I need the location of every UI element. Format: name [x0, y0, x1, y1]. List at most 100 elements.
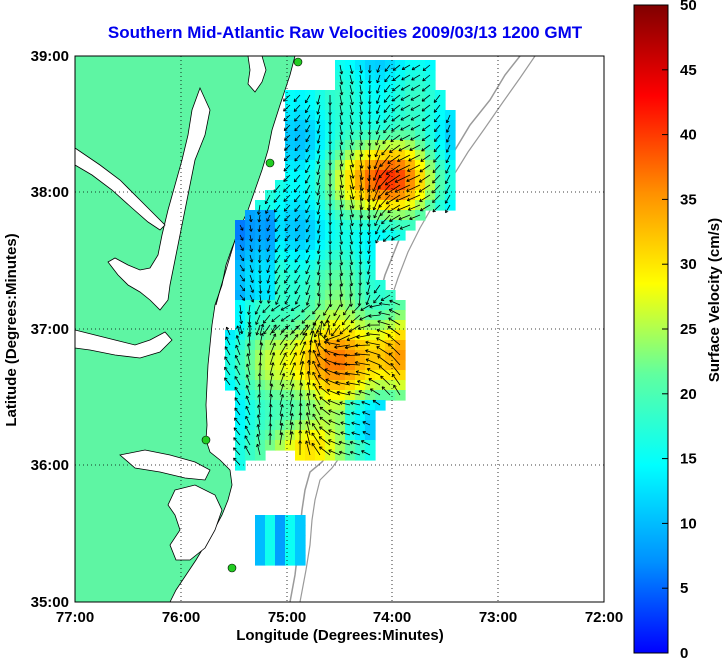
- vector-arrowhead: [319, 332, 323, 336]
- current-vector: [236, 325, 241, 336]
- vector-arrowhead: [235, 344, 239, 349]
- current-vector: [339, 451, 351, 456]
- vector-arrowhead: [245, 415, 249, 420]
- velocity-cell: [325, 450, 336, 461]
- vector-arrowhead: [283, 108, 287, 112]
- current-vector: [305, 104, 311, 113]
- current-vector: [361, 450, 371, 456]
- velocity-cell: [265, 370, 276, 381]
- current-vector: [245, 406, 251, 416]
- current-vector: [368, 204, 371, 219]
- current-vector: [306, 244, 311, 253]
- velocity-cell: [255, 440, 266, 451]
- vector-arrowhead: [339, 92, 344, 96]
- velocity-cell: [255, 545, 266, 556]
- current-vector: [284, 144, 291, 151]
- vector-arrowhead: [323, 312, 327, 316]
- velocity-cell: [305, 380, 316, 391]
- vector-arrowhead: [318, 446, 323, 450]
- vector-arrowhead: [419, 207, 424, 212]
- current-vector: [309, 339, 312, 356]
- vector-arrowhead: [247, 333, 252, 337]
- velocity-cell: [305, 120, 316, 131]
- current-vector: [359, 64, 362, 74]
- current-vector: [266, 254, 271, 263]
- vector-arrowhead: [260, 323, 265, 328]
- current-vector: [382, 134, 391, 144]
- current-vector: [376, 104, 381, 114]
- vector-arrowhead: [384, 191, 389, 196]
- vector-arrowhead: [257, 404, 261, 408]
- velocity-cell: [395, 160, 406, 171]
- velocity-cell: [295, 200, 306, 211]
- vector-arrowhead: [445, 149, 450, 153]
- vector-arrowhead: [350, 121, 354, 125]
- vector-arrowhead: [349, 241, 354, 245]
- current-vector: [248, 333, 251, 346]
- vector-arrowhead: [344, 345, 349, 350]
- current-vector: [314, 339, 321, 356]
- velocity-cell: [415, 150, 426, 161]
- vector-arrowhead: [305, 138, 309, 143]
- vector-arrowhead: [311, 423, 316, 427]
- velocity-cell: [285, 310, 296, 321]
- vector-arrowhead: [326, 320, 330, 324]
- current-vector: [302, 324, 311, 336]
- colorbar-label: Surface Velocity (cm/s): [706, 218, 723, 382]
- vector-arrowhead: [245, 395, 250, 399]
- vector-arrowhead: [336, 390, 340, 395]
- velocity-cell: [435, 190, 446, 201]
- velocity-cell: [425, 180, 436, 191]
- vector-arrowhead: [406, 197, 411, 202]
- vector-arrowhead: [394, 179, 399, 183]
- velocity-cell: [405, 90, 416, 101]
- velocity-cell: [295, 180, 306, 191]
- vector-arrowhead: [307, 349, 312, 353]
- velocity-cell: [405, 170, 416, 181]
- current-vector: [271, 314, 281, 323]
- velocity-cell: [295, 555, 306, 566]
- velocity-cell: [405, 100, 416, 111]
- current-vector: [336, 391, 351, 396]
- vector-arrowhead: [240, 247, 244, 251]
- current-vector: [236, 335, 241, 346]
- velocity-cell: [385, 320, 396, 331]
- vector-arrowhead: [255, 332, 260, 336]
- current-vector: [305, 154, 311, 163]
- current-vector: [317, 264, 321, 276]
- current-vector: [389, 214, 401, 222]
- vector-arrowhead: [349, 251, 354, 255]
- current-vector: [390, 363, 401, 376]
- vector-arrowhead: [366, 291, 370, 296]
- vector-arrowhead: [411, 66, 416, 71]
- vector-arrowhead: [283, 198, 287, 202]
- vector-arrowhead: [293, 352, 297, 356]
- velocity-cell: [285, 140, 296, 151]
- vector-arrowhead: [374, 231, 379, 235]
- velocity-cell: [355, 310, 366, 321]
- current-vector: [339, 324, 351, 335]
- current-vector: [317, 244, 321, 254]
- current-vector: [339, 194, 343, 208]
- velocity-cell: [295, 110, 306, 121]
- velocity-cell: [335, 350, 346, 361]
- velocity-cell: [335, 390, 346, 401]
- current-vector: [354, 353, 371, 356]
- vector-arrowhead: [319, 426, 323, 430]
- vector-arrowhead: [284, 269, 288, 274]
- vector-arrowhead: [367, 111, 372, 115]
- vector-arrowhead: [367, 70, 372, 74]
- current-vector: [233, 437, 241, 446]
- vector-arrowhead: [249, 269, 254, 273]
- current-vector: [305, 134, 311, 143]
- vector-arrowhead: [306, 382, 311, 386]
- vector-arrowhead: [382, 238, 387, 242]
- current-vector: [350, 451, 361, 456]
- current-vector: [397, 204, 411, 211]
- vector-arrowhead: [290, 403, 294, 408]
- current-vector: [317, 274, 321, 286]
- vector-arrowhead: [350, 131, 354, 135]
- vector-arrowhead: [317, 343, 321, 347]
- vector-arrowhead: [340, 421, 344, 425]
- current-vector: [333, 304, 341, 316]
